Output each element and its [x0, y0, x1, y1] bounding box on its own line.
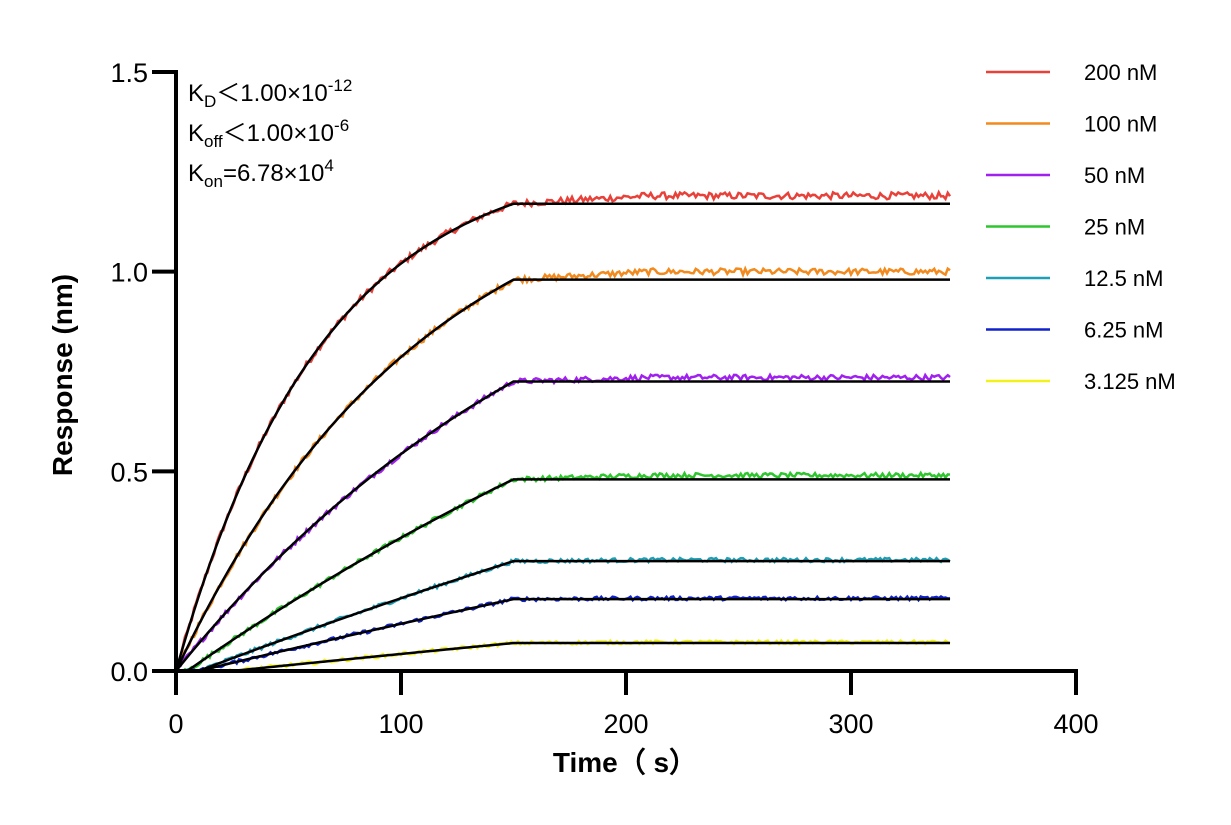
x-axis-title: Time（ s）	[553, 746, 697, 778]
fit-curves	[174, 202, 950, 673]
series-line-1	[174, 265, 951, 672]
fit-line-4	[176, 559, 950, 673]
legend-label: 3.125 nM	[1084, 369, 1176, 394]
y-tick-label: 0.5	[110, 457, 148, 487]
x-tick-label: 400	[1053, 709, 1098, 739]
y-tick-label: 0.0	[110, 657, 148, 687]
y-tick-label: 1.5	[110, 58, 148, 88]
legend-label: 6.25 nM	[1084, 318, 1164, 343]
legend-label: 50 nM	[1084, 163, 1145, 188]
fit-line-5	[176, 597, 950, 673]
y-axis-ticks: 0.0 0.5 1.0 1.5	[110, 58, 176, 687]
x-tick-label: 0	[168, 709, 183, 739]
x-tick-label: 100	[378, 709, 423, 739]
fit-line-6	[176, 641, 950, 673]
fit-line-1	[174, 278, 950, 672]
legend-label: 100 nM	[1084, 112, 1157, 137]
fit-line-2	[175, 380, 950, 672]
legend-label: 200 nM	[1084, 60, 1157, 85]
fit-line-0	[174, 202, 950, 672]
series-line-4	[175, 556, 951, 673]
kinetic-annotations: KD＜1.00×10-12 Koff＜1.00×10-6 Kon=6.78×10…	[188, 76, 352, 191]
series-line-5	[176, 594, 951, 673]
kon-annotation: Kon=6.78×104	[188, 156, 334, 191]
series-line-2	[174, 372, 951, 672]
legend-label: 12.5 nM	[1084, 266, 1164, 291]
x-tick-label: 300	[828, 709, 873, 739]
series-line-6	[176, 638, 951, 673]
x-tick-label: 200	[603, 709, 648, 739]
y-axis-title: Response (nm)	[47, 274, 78, 476]
fit-line-3	[176, 478, 950, 673]
y-tick-label: 1.0	[110, 258, 148, 288]
legend: 200 nM 100 nM 50 nM 25 nM 12.5 nM 6.25 nM 3.12…	[986, 60, 1176, 394]
koff-annotation: Koff＜1.00×10-6	[188, 116, 349, 151]
legend-label: 25 nM	[1084, 215, 1145, 240]
kd-annotation: KD＜1.00×10-12	[188, 76, 352, 111]
x-axis-ticks: 0 100 200 300 400	[168, 671, 1099, 739]
